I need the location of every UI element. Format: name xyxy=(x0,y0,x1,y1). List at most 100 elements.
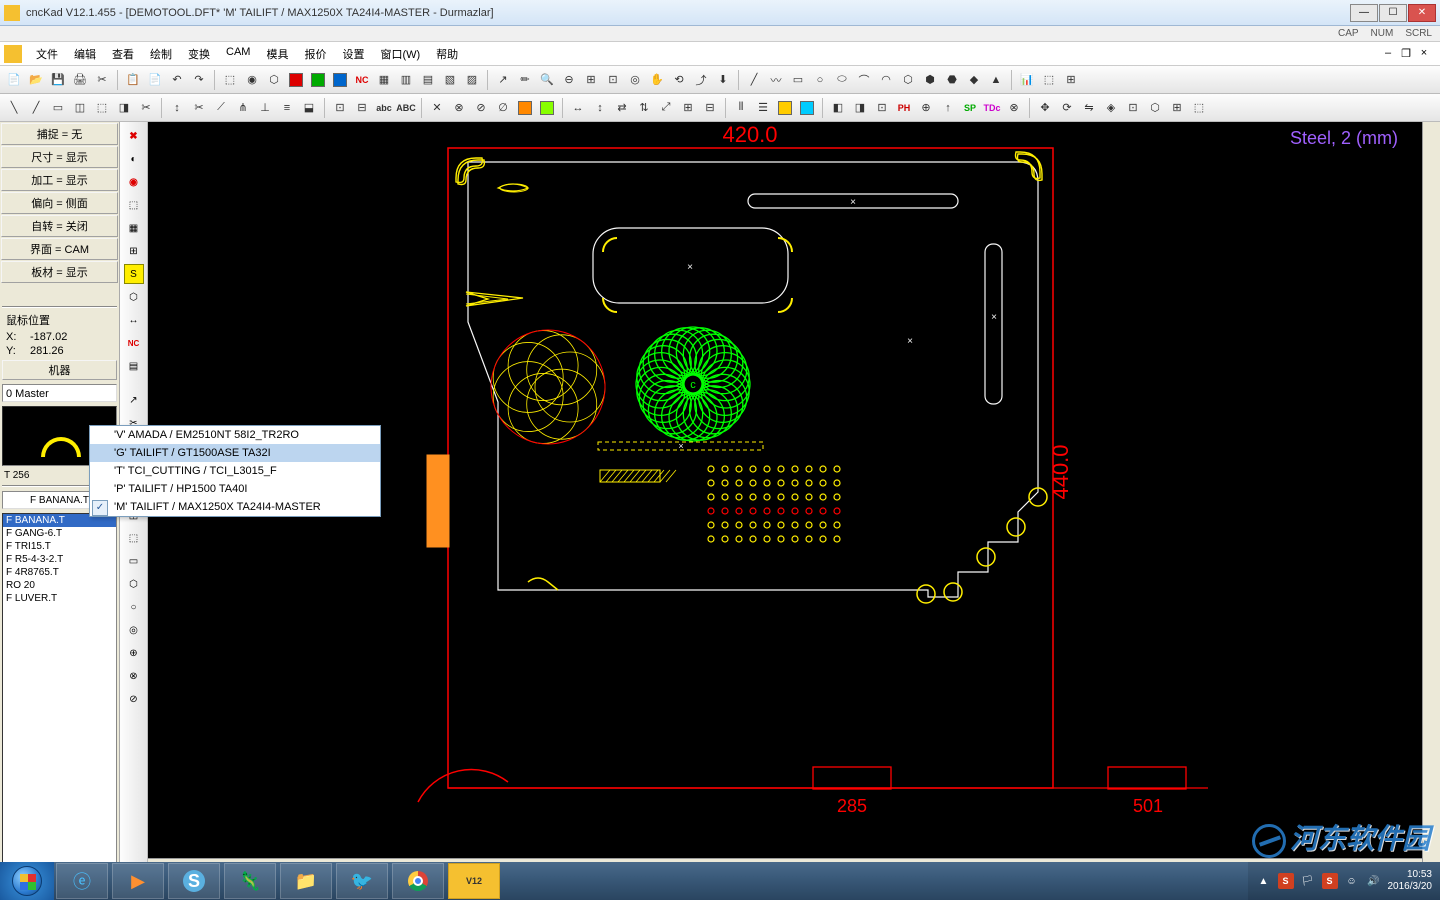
tool-icon[interactable]: ✏ xyxy=(515,70,535,90)
tool-icon[interactable]: ⊗ xyxy=(1004,98,1024,118)
close-button[interactable]: ✕ xyxy=(1408,4,1436,22)
menu-item[interactable]: 编辑 xyxy=(66,43,104,65)
task-bird-icon[interactable]: 🐦 xyxy=(336,863,388,899)
mdi-restore-button[interactable]: ❐ xyxy=(1398,47,1414,60)
menu-item[interactable]: CAM xyxy=(218,43,258,65)
save-icon[interactable]: 💾 xyxy=(48,70,68,90)
tool-icon[interactable]: ◉ xyxy=(242,70,262,90)
tray-s2-icon[interactable]: S xyxy=(1322,873,1338,889)
menu-item[interactable]: 模具 xyxy=(258,43,296,65)
rect-icon[interactable]: ▭ xyxy=(788,70,808,90)
tool-icon[interactable]: ⇅ xyxy=(634,98,654,118)
circle-icon[interactable]: ○ xyxy=(810,70,830,90)
vtool-icon[interactable]: NC xyxy=(124,333,144,353)
tool-icon[interactable]: ⫴ xyxy=(731,98,751,118)
paste-icon[interactable]: 📄 xyxy=(145,70,165,90)
vtool-icon[interactable]: ◐ xyxy=(124,149,144,169)
tool-icon[interactable]: ⬣ xyxy=(942,70,962,90)
mirror-icon[interactable]: ⇋ xyxy=(1079,98,1099,118)
vtool-icon[interactable]: ↔ xyxy=(124,310,144,330)
list-item[interactable]: F TRI15.T xyxy=(3,540,116,553)
tool-icon[interactable]: ◨ xyxy=(114,98,134,118)
tool-icon[interactable]: ◈ xyxy=(1101,98,1121,118)
vtool-icon[interactable]: ⬡ xyxy=(124,574,144,594)
tool-icon[interactable] xyxy=(775,98,795,118)
vertical-scrollbar[interactable] xyxy=(1422,122,1440,876)
options-row[interactable]: 加工 = 显示 xyxy=(1,169,118,191)
tool-icon[interactable]: ◫ xyxy=(70,98,90,118)
machine-option[interactable]: 'V' AMADA / EM2510NT 58I2_TR2RO xyxy=(90,426,380,444)
options-row[interactable]: 自转 = 关闭 xyxy=(1,215,118,237)
pan-icon[interactable]: ✋ xyxy=(647,70,667,90)
machine-option[interactable]: 'M' TAILIFT / MAX1250X TA24I4-MASTER✓ xyxy=(90,498,380,516)
options-row[interactable]: 尺寸 = 显示 xyxy=(1,146,118,168)
vtool-icon[interactable]: ▦ xyxy=(124,218,144,238)
tool-icon[interactable] xyxy=(515,98,535,118)
tool-icon[interactable]: ABC xyxy=(396,98,416,118)
open-icon[interactable]: 📂 xyxy=(26,70,46,90)
tool-icon[interactable] xyxy=(797,98,817,118)
polyline-icon[interactable]: 〰 xyxy=(766,70,786,90)
tool-icon[interactable]: ⬡ xyxy=(264,70,284,90)
rect-tool-icon[interactable]: ▭ xyxy=(48,98,68,118)
zoom-window-icon[interactable]: ⊞ xyxy=(581,70,601,90)
new-icon[interactable]: 📄 xyxy=(4,70,24,90)
options-row[interactable]: 板材 = 显示 xyxy=(1,261,118,283)
tool-icon[interactable]: ⊕ xyxy=(916,98,936,118)
options-row[interactable]: 界面 = CAM xyxy=(1,238,118,260)
line-icon[interactable]: ╱ xyxy=(744,70,764,90)
task-media-icon[interactable]: ▶ xyxy=(112,863,164,899)
task-explorer-icon[interactable]: 📁 xyxy=(280,863,332,899)
vtool-icon[interactable]: ⬚ xyxy=(124,195,144,215)
menu-item[interactable]: 报价 xyxy=(296,43,334,65)
zoom-in-icon[interactable]: 🔍 xyxy=(537,70,557,90)
tool-icon[interactable]: ✂ xyxy=(189,98,209,118)
tool-icon[interactable]: ⊥ xyxy=(255,98,275,118)
menu-item[interactable]: 帮助 xyxy=(428,43,466,65)
options-row[interactable]: 偏向 = 侧面 xyxy=(1,192,118,214)
zoom-out-icon[interactable]: ⊖ xyxy=(559,70,579,90)
tool-icon[interactable]: ⊡ xyxy=(1123,98,1143,118)
tool-icon[interactable]: ⊞ xyxy=(1167,98,1187,118)
tool-icon[interactable]: ⬚ xyxy=(92,98,112,118)
menu-item[interactable]: 设置 xyxy=(334,43,372,65)
line-tool-icon[interactable]: ╲ xyxy=(4,98,24,118)
redo-icon[interactable]: ↷ xyxy=(189,70,209,90)
tool-icon[interactable]: ⤢ xyxy=(656,98,676,118)
tool-icon[interactable]: PH xyxy=(894,98,914,118)
tool-icon[interactable] xyxy=(537,98,557,118)
file-list[interactable]: F BANANA.TF GANG-6.TF TRI15.TF R5-4-3-2.… xyxy=(2,513,117,874)
menu-item[interactable]: 变换 xyxy=(180,43,218,65)
tool-icon[interactable]: ▨ xyxy=(462,70,482,90)
menu-item[interactable]: 窗口(W) xyxy=(372,43,428,65)
vtool-icon[interactable]: ▭ xyxy=(124,551,144,571)
tool-icon[interactable]: ☰ xyxy=(753,98,773,118)
tray-flag-icon[interactable]: 🏳 xyxy=(1300,873,1316,889)
tool-icon[interactable]: ↑ xyxy=(938,98,958,118)
task-chrome-icon[interactable] xyxy=(392,863,444,899)
mdi-close-button[interactable]: × xyxy=(1416,47,1432,60)
options-row[interactable]: 捕捉 = 无 xyxy=(1,123,118,145)
tray-speaker-icon[interactable]: 🔊 xyxy=(1366,873,1382,889)
tool-icon[interactable]: ⬇ xyxy=(713,70,733,90)
tool-icon[interactable]: ◎ xyxy=(625,70,645,90)
tool-icon[interactable]: ⬚ xyxy=(1189,98,1209,118)
tool-icon[interactable]: ⊟ xyxy=(700,98,720,118)
tool-icon[interactable]: NC xyxy=(352,70,372,90)
menu-item[interactable]: 文件 xyxy=(28,43,66,65)
tool-icon[interactable]: ⊡ xyxy=(330,98,350,118)
tool-icon[interactable]: ∅ xyxy=(493,98,513,118)
tool-icon[interactable]: ✂ xyxy=(136,98,156,118)
list-item[interactable]: F LUVER.T xyxy=(3,592,116,605)
list-item[interactable]: F 4R8765.T xyxy=(3,566,116,579)
arc-icon[interactable]: ⌒ xyxy=(854,70,874,90)
task-cnckad-icon[interactable]: V12 xyxy=(448,863,500,899)
zoom-extents-icon[interactable]: ⊡ xyxy=(603,70,623,90)
tool-icon[interactable]: ⊟ xyxy=(352,98,372,118)
tool-icon[interactable]: ▦ xyxy=(374,70,394,90)
tool-icon[interactable] xyxy=(286,70,306,90)
tool-icon[interactable]: ◆ xyxy=(964,70,984,90)
rotate-icon[interactable]: ⟳ xyxy=(1057,98,1077,118)
tray-up-icon[interactable]: ▲ xyxy=(1256,873,1272,889)
undo-icon[interactable]: ↶ xyxy=(167,70,187,90)
